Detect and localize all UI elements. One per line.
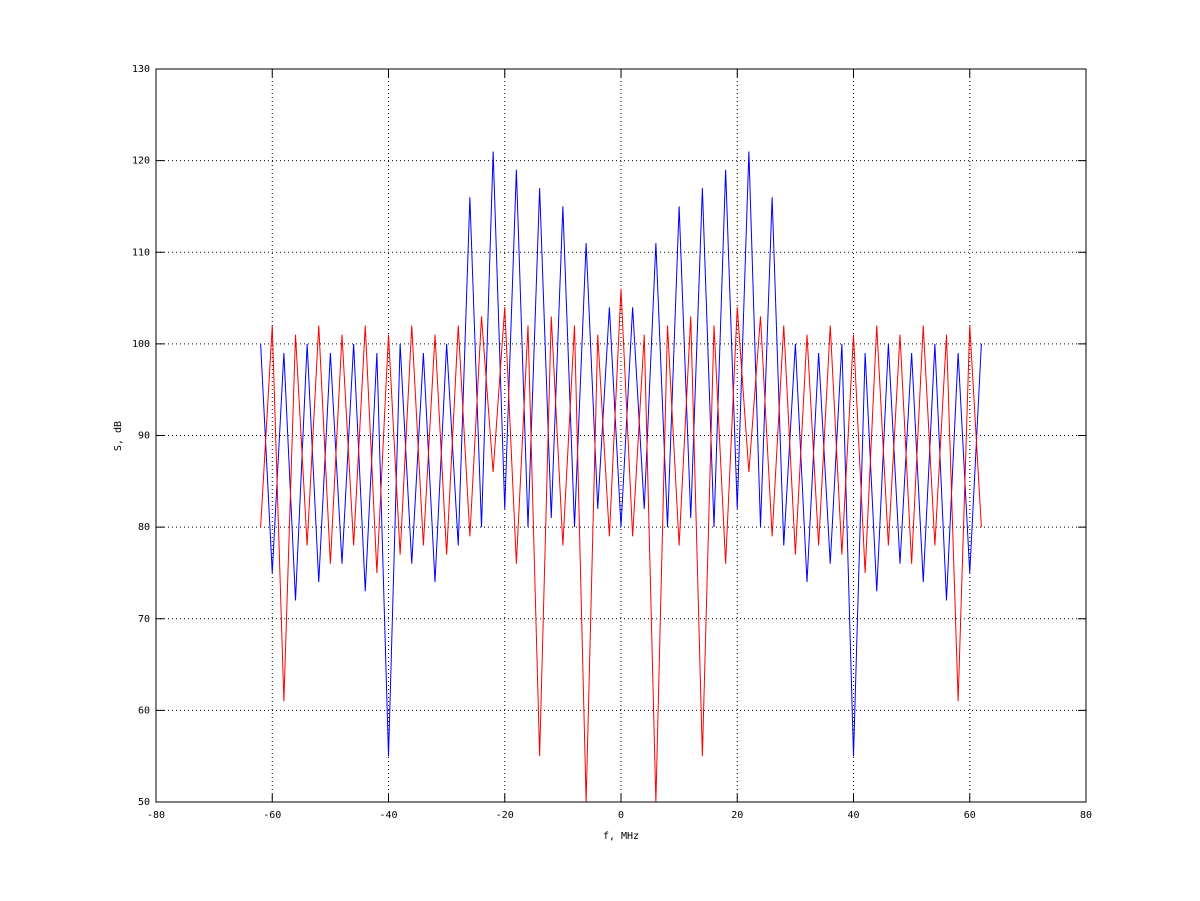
x-tick-label: -60 — [263, 810, 281, 821]
x-tick-label: 60 — [964, 810, 976, 821]
y-tick-label: 130 — [132, 64, 150, 75]
x-tick-label: 80 — [1080, 810, 1092, 821]
x-tick-label: 40 — [847, 810, 859, 821]
y-tick-label: 80 — [138, 522, 150, 533]
y-tick-label: 100 — [132, 339, 150, 350]
x-axis-label: f, MHz — [603, 831, 639, 842]
x-tick-label: -40 — [379, 810, 397, 821]
y-tick-label: 110 — [132, 247, 150, 258]
y-tick-label: 60 — [138, 705, 150, 716]
x-tick-label: 0 — [618, 810, 624, 821]
y-axis-label: S, dB — [113, 421, 124, 451]
y-tick-label: 90 — [138, 431, 150, 442]
x-tick-label: -80 — [147, 810, 165, 821]
y-tick-label: 70 — [138, 614, 150, 625]
y-tick-label: 120 — [132, 156, 150, 167]
x-tick-label: -20 — [496, 810, 514, 821]
series-line — [260, 288, 982, 803]
x-tick-label: 20 — [731, 810, 743, 821]
y-tick-label: 50 — [138, 797, 150, 808]
plot-frame — [155, 68, 1087, 803]
